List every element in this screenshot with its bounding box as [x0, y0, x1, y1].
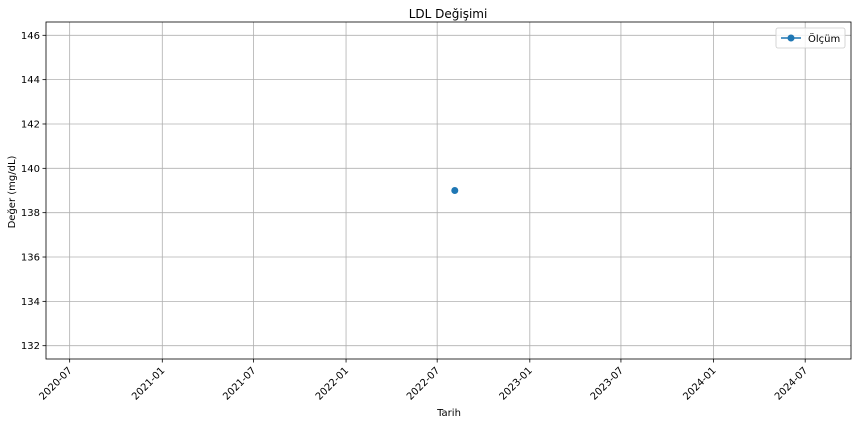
y-axis-ticks: 132 134 136 138 140 142 144 146 — [21, 31, 46, 352]
legend-label: Ölçüm — [808, 32, 840, 45]
y-tick-label: 136 — [21, 253, 40, 264]
x-tick-label: 2023-07 — [589, 365, 626, 402]
legend-box — [775, 27, 846, 49]
data-point — [451, 187, 459, 194]
y-tick-label: 138 — [21, 208, 40, 219]
y-tick-label: 132 — [21, 341, 40, 352]
x-tick-label: 2023-01 — [498, 365, 535, 402]
x-tick-label: 2020-07 — [37, 365, 74, 402]
x-tick-label: 2024-01 — [681, 365, 718, 402]
y-axis-label: Değer (mg/dL) — [6, 155, 18, 228]
legend-marker-sample — [787, 34, 795, 42]
chart-title: LDL Değişimi — [409, 7, 488, 21]
y-tick-label: 146 — [21, 31, 40, 42]
x-tick-label: 2021-07 — [221, 365, 258, 402]
x-tick-label: 2022-07 — [405, 365, 442, 402]
plot-frame — [45, 21, 852, 360]
y-tick-label: 134 — [21, 297, 40, 308]
grid-lines — [46, 22, 851, 359]
y-tick-label: 142 — [21, 119, 40, 130]
y-tick-label: 140 — [21, 164, 40, 175]
x-tick-label: 2022-01 — [314, 365, 351, 402]
x-tick-label: 2021-01 — [130, 365, 167, 402]
x-tick-label: 2024-07 — [773, 365, 810, 402]
series-layer — [451, 187, 459, 194]
y-tick-label: 144 — [21, 75, 40, 86]
legend: Ölçüm — [775, 27, 846, 49]
x-axis-label: Tarih — [436, 408, 461, 419]
x-axis-ticks: 2020-07 2021-01 2021-07 2022-01 2022-07 2023-… — [37, 359, 810, 403]
